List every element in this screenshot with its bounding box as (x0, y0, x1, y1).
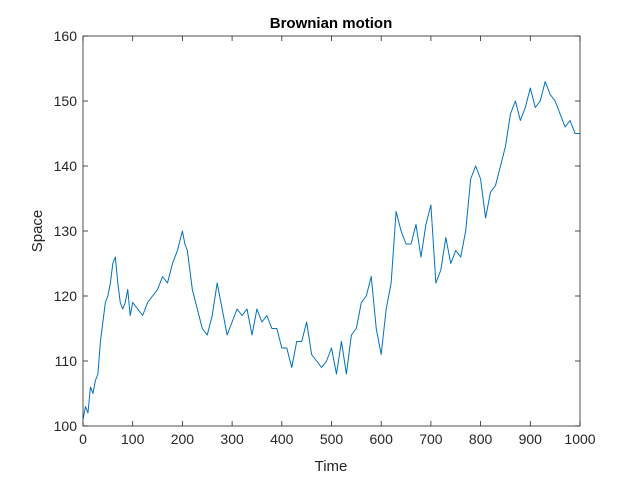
y-tick-label: 120 (54, 288, 78, 304)
x-tick-label: 1000 (564, 431, 595, 447)
y-tick-label: 130 (54, 223, 78, 239)
x-tick-label: 700 (419, 431, 443, 447)
x-tick-label: 0 (79, 431, 87, 447)
x-tick-label: 500 (320, 431, 344, 447)
x-axis-label: Time (315, 458, 348, 475)
plot-background (83, 36, 580, 426)
y-tick-label: 110 (55, 353, 78, 369)
x-tick-label: 200 (171, 431, 195, 447)
series-line (82, 81, 580, 420)
x-tick-label: 600 (370, 431, 394, 447)
chart-title: Brownian motion (270, 15, 393, 32)
x-axis: 0 100 200 300 400 500 600 700 800 900 1000 (79, 36, 596, 447)
y-tick-label: 140 (54, 158, 78, 174)
data-layer (82, 81, 580, 420)
x-tick-label: 800 (469, 431, 493, 447)
y-axis: 100 110 120 130 140 150 160 (54, 28, 580, 434)
y-tick-label: 100 (54, 418, 78, 434)
y-tick-label: 160 (54, 28, 78, 44)
x-tick-label: 400 (270, 431, 294, 447)
y-axis-label: Space (29, 210, 46, 253)
y-tick-label: 150 (54, 93, 78, 109)
x-tick-label: 100 (121, 431, 145, 447)
x-tick-label: 300 (220, 431, 244, 447)
x-tick-label: 900 (519, 431, 543, 447)
